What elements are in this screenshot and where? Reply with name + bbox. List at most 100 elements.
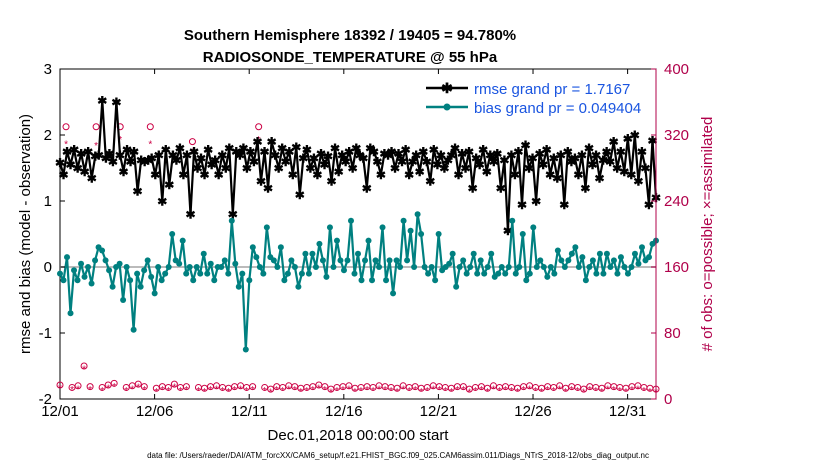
bias-point <box>432 277 439 284</box>
rmse-point: ✱ <box>443 154 453 168</box>
rmse-point: ✱ <box>510 168 520 182</box>
rmse-point: ✱ <box>203 143 213 157</box>
rmse-point: ✱ <box>369 145 379 159</box>
possible-point <box>140 383 148 391</box>
possible-point <box>170 380 178 388</box>
rmse-point: ✱ <box>552 171 562 185</box>
possible-point <box>483 384 491 392</box>
assimilated-point: * <box>419 387 423 398</box>
assimilated-point: * <box>588 385 592 396</box>
bias-point <box>337 257 344 264</box>
rmse-point: ✱ <box>136 154 146 168</box>
assimilated-point: * <box>221 386 225 397</box>
rmse-point: ✱ <box>647 134 657 148</box>
rmse-point: ✱ <box>214 168 224 182</box>
rmse-point: ✱ <box>482 165 492 179</box>
bias-point <box>64 254 71 261</box>
rmse-point: ✱ <box>545 168 555 182</box>
rmse-point: ✱ <box>115 148 125 162</box>
assimilated-point: * <box>323 385 327 396</box>
assimilated-point: * <box>546 385 550 396</box>
rmse-point: ✱ <box>256 175 266 189</box>
assimilated-point: * <box>257 135 261 146</box>
bias-point <box>383 277 390 284</box>
bias-point <box>561 264 568 270</box>
rmse-point: ✱ <box>66 158 76 172</box>
assimilated-point: * <box>233 385 237 396</box>
bias-point <box>544 273 551 280</box>
rmse-point: ✱ <box>221 162 231 176</box>
bias-point <box>263 224 270 231</box>
possible-point <box>345 382 353 390</box>
y-axis-ticks: -2 -1 0 1 2 3 <box>39 61 65 408</box>
rmse-point: ✱ <box>489 155 499 169</box>
rmse-point: ✱ <box>231 145 241 159</box>
bias-point <box>446 260 453 267</box>
rmse-point: ✱ <box>542 143 552 157</box>
bias-point <box>603 250 610 257</box>
bias-point <box>481 270 488 277</box>
bias-point <box>411 264 418 270</box>
rmse-point: ✱ <box>450 142 460 156</box>
assimilated-point: * <box>239 384 243 395</box>
rmse-point: ✱ <box>464 145 474 159</box>
rmse-point: ✱ <box>475 158 485 172</box>
bias-point <box>488 250 495 257</box>
rmse-point: ✱ <box>252 135 262 149</box>
bias-point <box>253 254 260 261</box>
bias-point <box>274 264 281 270</box>
bias-point <box>495 270 502 277</box>
bias-point <box>148 273 155 280</box>
x-axis-label: Dec.01,2018 00:00:00 start <box>268 427 450 444</box>
rmse-point: ✱ <box>637 145 647 159</box>
assimilated-point: * <box>82 364 86 375</box>
y-tick-label: -2 <box>39 391 52 408</box>
bias-point <box>617 254 624 261</box>
rmse-point: ✱ <box>609 135 619 149</box>
rmse-point: ✱ <box>309 152 319 166</box>
rmse-point: ✱ <box>73 162 83 176</box>
bias-point <box>162 270 169 277</box>
assimilated-point: * <box>630 385 634 396</box>
rmse-point: ✱ <box>432 158 442 172</box>
bias-point <box>477 257 484 264</box>
assimilated-point: * <box>70 385 74 396</box>
possible-point <box>255 123 263 131</box>
assimilated-point: * <box>540 387 544 398</box>
bias-point <box>512 270 519 277</box>
right-tick-label: 0 <box>664 391 672 408</box>
bias-point <box>540 264 547 270</box>
bias-point <box>372 257 379 264</box>
assimilated-point: * <box>76 384 80 395</box>
rmse-point: ✱ <box>147 152 157 166</box>
assimilated-point: * <box>642 386 646 397</box>
assimilated-point: * <box>618 386 622 397</box>
assimilated-point: * <box>100 386 104 397</box>
rmse-point: ✱ <box>573 168 583 182</box>
rmse-point: ✱ <box>182 148 192 162</box>
bias-point <box>509 217 516 224</box>
bias-point <box>291 264 298 270</box>
bias-point <box>158 277 165 284</box>
rmse-point: ✱ <box>175 142 185 156</box>
bias-point <box>358 277 365 284</box>
assimilated-point: * <box>112 382 116 393</box>
bias-point <box>326 224 333 231</box>
bias-point <box>71 267 78 274</box>
bias-point <box>57 270 63 277</box>
bias-point <box>228 217 235 224</box>
bias-point <box>256 264 263 270</box>
rmse-point: ✱ <box>415 165 425 179</box>
rmse-point: ✱ <box>260 145 270 159</box>
rmse-point: ✱ <box>344 145 354 159</box>
rmse-point: ✱ <box>591 148 601 162</box>
bias-point <box>270 257 277 264</box>
bias-point <box>418 231 425 237</box>
bias-point <box>463 270 470 277</box>
rmse-point: ✱ <box>496 181 506 195</box>
rmse-point: ✱ <box>104 147 114 161</box>
bias-point <box>309 250 316 257</box>
rmse-point: ✱ <box>189 145 199 159</box>
assimilated-point: * <box>522 385 526 396</box>
rmse-point: ✱ <box>351 142 361 156</box>
